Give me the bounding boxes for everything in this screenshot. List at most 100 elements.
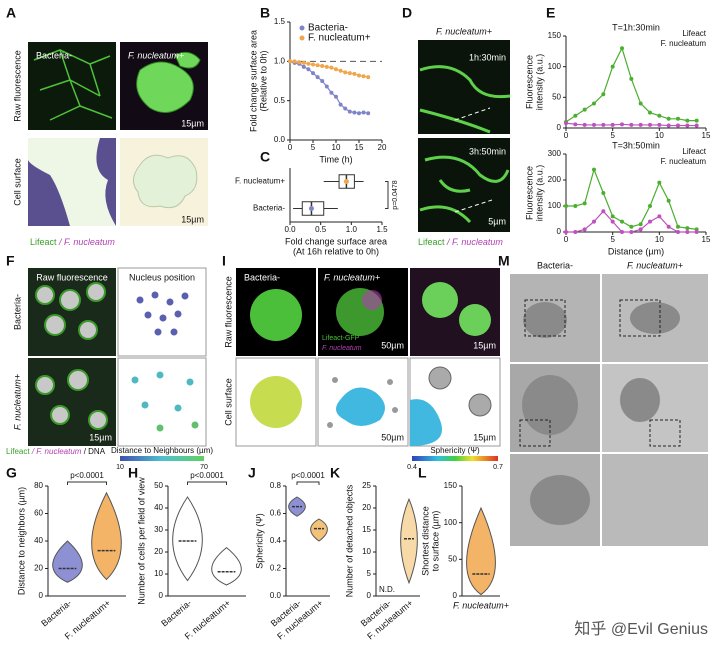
cell-outline xyxy=(33,49,113,121)
y-tick-label: 40 xyxy=(34,536,43,545)
point xyxy=(601,209,606,214)
column-label: F. nucleatum+ xyxy=(324,272,380,282)
y-tick-label: 20 xyxy=(34,564,43,573)
point xyxy=(573,113,578,118)
nuclei xyxy=(35,282,108,430)
y-axis-label: to surface (µm) xyxy=(430,511,440,572)
violin xyxy=(52,540,83,583)
point xyxy=(343,70,348,75)
point xyxy=(676,123,680,128)
legend-item: F. nucleatum xyxy=(322,345,362,352)
point xyxy=(685,226,690,231)
y-tick-label: 50 xyxy=(448,554,457,563)
colorbar-label: Distance to Neighbours (µm) xyxy=(111,446,213,455)
image xyxy=(28,268,116,356)
caption-part: Lifeact xyxy=(418,237,445,247)
y-tick-label: 80 xyxy=(34,481,43,490)
y-tick-label: 10 xyxy=(362,547,371,556)
point xyxy=(297,60,302,65)
y-tick-label: 0 xyxy=(159,591,164,600)
point xyxy=(582,201,587,206)
violin xyxy=(211,546,242,586)
point xyxy=(573,230,578,234)
point xyxy=(301,60,306,65)
point xyxy=(685,123,690,128)
x-tick-label: 5 xyxy=(311,143,316,152)
caption: Lifeact / F. nucleatum xyxy=(30,237,115,247)
point xyxy=(648,219,652,224)
p-value: p=0.0478 xyxy=(392,180,399,209)
panel-m: Bacteria- F. nucleatum+ xyxy=(510,260,708,546)
point xyxy=(329,90,334,95)
scale-label: 50µm xyxy=(381,340,404,350)
chart-title: T=1h:30min xyxy=(612,22,660,32)
panel-letter: K xyxy=(330,465,340,481)
panel-letter: J xyxy=(248,465,256,481)
point xyxy=(564,204,568,208)
point xyxy=(301,64,306,69)
point xyxy=(311,62,315,67)
y-tick-label: 15 xyxy=(362,525,371,534)
nucleus-dots xyxy=(131,371,199,432)
row-label: Raw fluorescence xyxy=(12,50,22,122)
point xyxy=(694,118,699,123)
point xyxy=(676,116,680,121)
point xyxy=(306,61,311,66)
colorbar-label: Sphericity (Ψ) xyxy=(430,446,480,455)
panel-letter: B xyxy=(260,5,270,21)
violin xyxy=(172,496,203,582)
point xyxy=(610,122,615,127)
point xyxy=(357,73,361,78)
y-axis-label: Shortest distance xyxy=(420,506,430,576)
point xyxy=(366,75,371,80)
x-tick-label: 1.0 xyxy=(346,225,358,234)
point xyxy=(685,230,690,234)
colorbar xyxy=(412,456,498,461)
point xyxy=(657,214,662,219)
y-tick-label: 40 xyxy=(154,503,163,512)
bracket xyxy=(187,481,227,485)
column-label: Raw fluorescence xyxy=(36,272,108,282)
x-tick-label: 10 xyxy=(655,235,664,244)
y-tick-label: 0.2 xyxy=(270,564,282,573)
caption: Lifeact / F. nucleatum xyxy=(418,237,503,247)
point xyxy=(573,204,578,208)
y-tick-label: 50 xyxy=(552,92,561,101)
panel-letter: F xyxy=(6,253,15,269)
point xyxy=(666,224,671,229)
point xyxy=(592,101,596,106)
x-tick-label: Bacteria- xyxy=(39,598,73,629)
violin xyxy=(400,497,418,585)
y-tick-label: 0.5 xyxy=(274,96,286,105)
violin xyxy=(91,491,122,581)
y-tick-label: 0 xyxy=(557,227,562,236)
colorbar-tick: 10 xyxy=(116,464,124,471)
y-axis-label: Number of detached objects xyxy=(344,484,354,597)
image xyxy=(117,357,207,447)
y-axis-label: Fold change surface area xyxy=(248,30,258,132)
point xyxy=(592,122,596,127)
y-tick-label: 0 xyxy=(453,591,458,600)
point xyxy=(352,110,357,115)
point xyxy=(361,74,366,79)
point xyxy=(657,113,662,118)
x-axis-label: Distance (µm) xyxy=(608,246,664,256)
point xyxy=(638,227,643,232)
x-tick-label: 0.5 xyxy=(315,225,327,234)
y-tick-label: 0.0 xyxy=(274,135,286,144)
point xyxy=(343,106,348,111)
caption-part: / DNA xyxy=(84,447,106,456)
point xyxy=(648,122,652,127)
membrane xyxy=(419,65,511,134)
panel-f: Raw fluorescence Nucleus position Bacter… xyxy=(6,267,213,471)
line xyxy=(290,60,369,78)
point xyxy=(601,92,606,97)
panel-letter: A xyxy=(6,5,16,21)
x-tick-label: 10 xyxy=(655,131,664,140)
y-tick-label: 0.0 xyxy=(270,591,282,600)
scale-label: 15µm xyxy=(473,432,496,442)
y-tick-label: Bacteria- xyxy=(253,204,285,213)
point xyxy=(347,109,352,114)
point xyxy=(666,198,671,203)
zoom-box xyxy=(519,299,681,447)
